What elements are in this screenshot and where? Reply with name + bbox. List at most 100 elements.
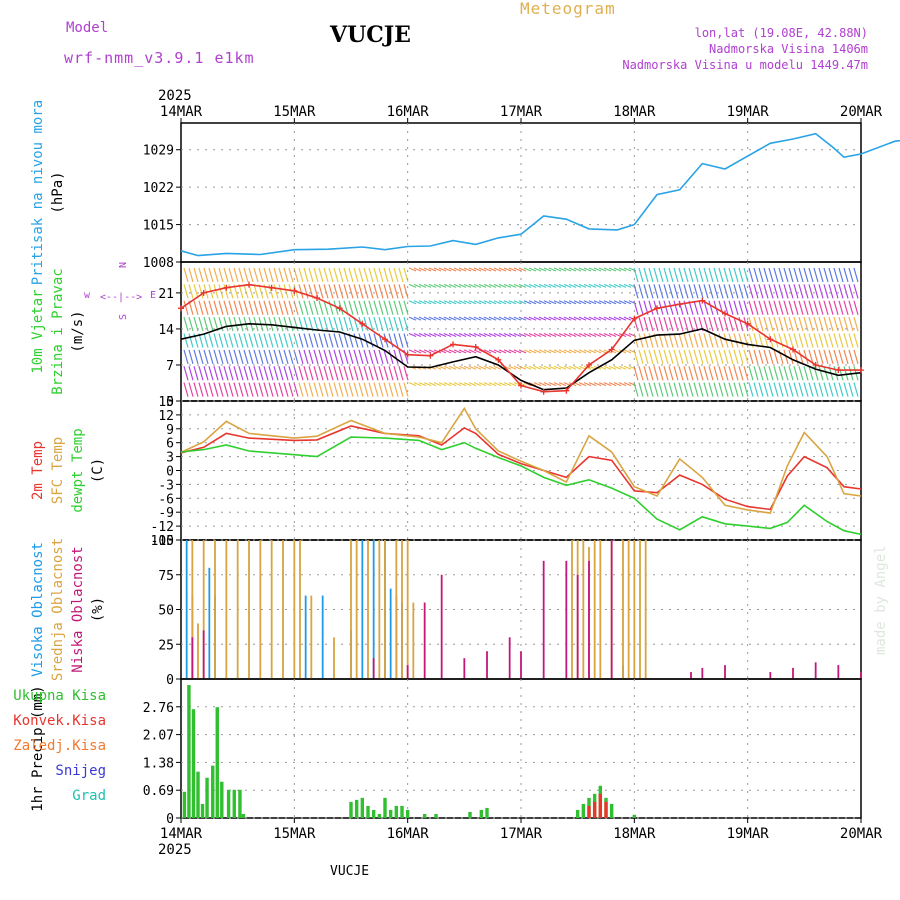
wind-barb <box>638 300 644 315</box>
wind-barb <box>363 366 369 381</box>
wind-barb <box>733 333 739 348</box>
wind-barb <box>683 333 689 348</box>
wind-barb <box>538 267 547 272</box>
clouds-bar <box>321 595 324 679</box>
wind-barb <box>408 267 417 272</box>
wind-barb <box>388 300 394 315</box>
wind-barb <box>533 349 542 354</box>
wind-ylabel: Brzina i Pravac <box>50 268 66 394</box>
wind-barb <box>443 300 452 305</box>
clouds-ytick-label: 75 <box>158 569 174 584</box>
wind-barb <box>733 300 739 315</box>
wind-barb <box>463 332 472 338</box>
wind-barb <box>578 316 587 321</box>
wind-barb <box>653 382 659 397</box>
wind-barb <box>638 333 644 348</box>
wind-barb <box>473 382 482 387</box>
gust-marker <box>608 346 615 353</box>
wind-barb <box>798 284 804 299</box>
wind-barb <box>193 366 199 381</box>
wind-barb <box>678 316 684 332</box>
wind-barb <box>228 333 234 348</box>
wind-barb <box>518 349 527 354</box>
top-date-label: 19MAR <box>727 104 770 120</box>
wind-barb <box>288 333 294 348</box>
wind-barb <box>718 267 724 283</box>
wind-barb <box>803 284 809 299</box>
precipitation-bar <box>200 803 205 818</box>
wind-barb <box>688 333 694 348</box>
precipitation-bar <box>354 799 359 818</box>
wind-barb <box>698 267 704 283</box>
wind-barb <box>758 284 764 299</box>
wind-barb <box>443 365 452 370</box>
wind-barb <box>698 333 704 348</box>
clouds-bar <box>355 540 358 679</box>
wind-barb <box>623 300 632 305</box>
wind-barb <box>318 316 324 332</box>
wind-barb <box>448 332 457 338</box>
wind-barb <box>418 283 427 288</box>
wind-barb <box>273 300 279 315</box>
wind-barb <box>243 333 249 348</box>
wind-barb <box>763 300 769 315</box>
wind-barb <box>848 382 854 397</box>
wind-barb <box>283 316 289 332</box>
wind-barb <box>428 316 437 321</box>
wind-barb <box>548 365 557 370</box>
wind-barb <box>198 382 204 397</box>
wind-barb <box>463 267 472 272</box>
wind-barb <box>733 382 739 397</box>
wind-barb <box>688 284 694 299</box>
temperature-series-line <box>180 425 862 511</box>
wind-barb <box>528 332 537 338</box>
wind-barb <box>443 267 452 272</box>
clouds-ytick-label: 25 <box>158 638 174 653</box>
wind-barb <box>598 267 607 272</box>
wind-barb <box>723 316 729 332</box>
wind-barb <box>213 300 219 315</box>
wind-barb <box>533 382 542 387</box>
wind-barb <box>473 332 482 338</box>
wind-barb <box>288 382 294 397</box>
precipitation-ytick-label: 2.07 <box>143 729 174 744</box>
wind-barb <box>538 283 547 288</box>
wind-barb <box>718 284 724 299</box>
clouds-bar <box>639 540 641 679</box>
wind-barb <box>463 349 472 354</box>
clouds-bar <box>542 560 545 679</box>
wind-barb <box>838 382 844 397</box>
temperature-ytick-label: -15 <box>151 534 174 549</box>
wind-barb <box>348 366 354 381</box>
wind-barb <box>473 283 482 288</box>
wind-barb <box>558 365 567 370</box>
wind-barb <box>248 382 254 397</box>
clouds-bar <box>690 672 692 679</box>
wind-barb <box>358 349 364 365</box>
wind-barb <box>373 316 379 332</box>
wind-barb <box>653 267 659 283</box>
temperature-ylabel: 2m Temp <box>30 441 46 500</box>
wind-barb <box>218 284 224 299</box>
wind-barb <box>538 316 547 321</box>
wind-barb <box>388 333 394 348</box>
wind-barb <box>458 365 467 370</box>
wind-barb <box>763 284 769 299</box>
wind-barb <box>223 267 229 283</box>
wind-barb <box>273 349 279 365</box>
wind-barb <box>433 267 442 272</box>
wind-barb <box>483 300 492 305</box>
wind-barb <box>528 267 537 272</box>
wind-barb <box>773 300 779 315</box>
wind-barb <box>363 349 369 365</box>
wind-barb <box>828 284 834 299</box>
wind-barb <box>623 283 632 288</box>
wind-barb <box>763 316 769 332</box>
wind-barb <box>208 349 214 365</box>
wind-barb <box>843 316 849 332</box>
wind-barb <box>543 283 552 288</box>
wind-barb <box>813 333 819 348</box>
wind-barb <box>478 382 487 387</box>
wind-barb <box>643 267 649 283</box>
wind-barb <box>543 332 552 338</box>
